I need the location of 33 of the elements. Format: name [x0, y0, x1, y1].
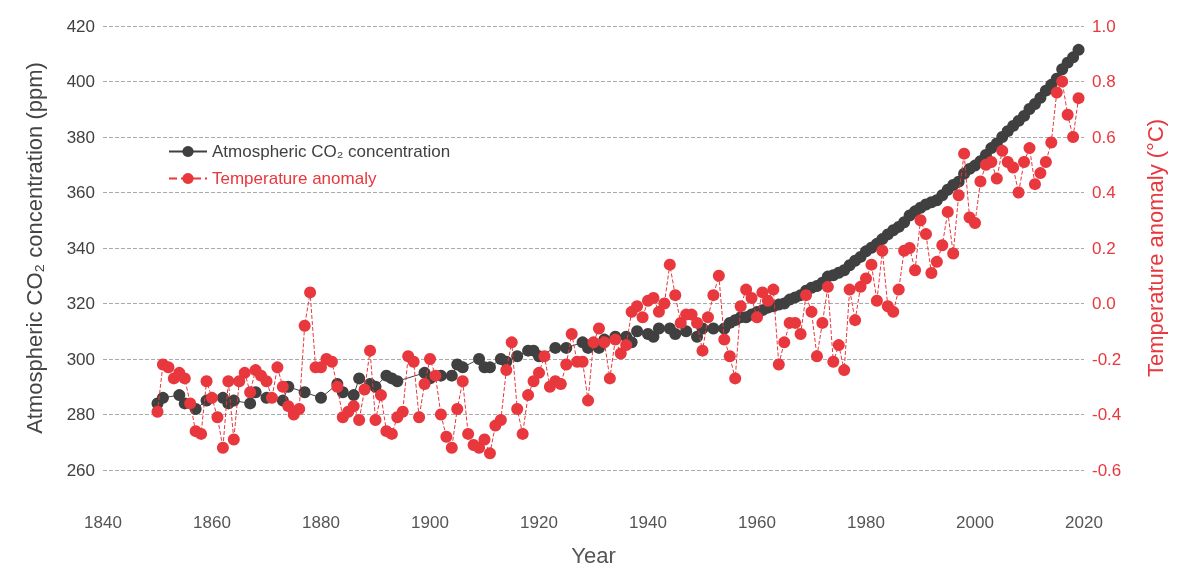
- y2-tick-label: -0.4: [1092, 405, 1122, 424]
- y2-tick-label: 0.2: [1092, 238, 1116, 258]
- y2-tick-label: 0.0: [1092, 294, 1116, 313]
- x-tick-label: 2000: [956, 513, 994, 532]
- x-axis-title: Year: [571, 542, 616, 568]
- y-tick-label: 300: [66, 349, 95, 369]
- y2-tick-label: 0.6: [1092, 127, 1116, 147]
- legend-label: Temperature anomaly: [212, 169, 377, 188]
- y-tick-label: 380: [66, 127, 95, 147]
- x-tick-label: 1900: [411, 513, 449, 532]
- y2-axis-title: Temperature anomaly (°C): [1142, 118, 1168, 378]
- y2-tick-label: 0.8: [1092, 72, 1116, 91]
- legend-label: Atmospheric CO₂ concentration: [212, 142, 451, 161]
- y-tick-label: 280: [66, 405, 95, 424]
- x-tick-label: 1920: [520, 513, 558, 532]
- x-tick-label: 1860: [193, 513, 231, 532]
- y2-tick-label: 0.4: [1092, 183, 1116, 202]
- y2-tick-label: -0.6: [1092, 460, 1122, 480]
- y-tick-label: 400: [66, 72, 95, 91]
- x-tick-label: 1940: [629, 513, 667, 532]
- y2-tick-label: 1.0: [1092, 16, 1116, 36]
- y2-tick-label: -0.2: [1092, 349, 1122, 369]
- y-tick-label: 360: [66, 183, 95, 202]
- x-tick-label: 1880: [302, 513, 340, 532]
- x-tick-label: 1960: [738, 513, 776, 532]
- y-tick-label: 320: [66, 294, 95, 313]
- x-tick-label: 2020: [1065, 513, 1103, 532]
- y-tick-label: 260: [66, 460, 95, 480]
- y-axis-title: Atmospheric CO₂ concentration (ppm): [21, 62, 47, 434]
- x-tick-label: 1840: [84, 513, 122, 532]
- x-tick-label: 1980: [847, 513, 885, 532]
- y-tick-label: 340: [66, 238, 95, 258]
- y-tick-label: 420: [66, 16, 95, 36]
